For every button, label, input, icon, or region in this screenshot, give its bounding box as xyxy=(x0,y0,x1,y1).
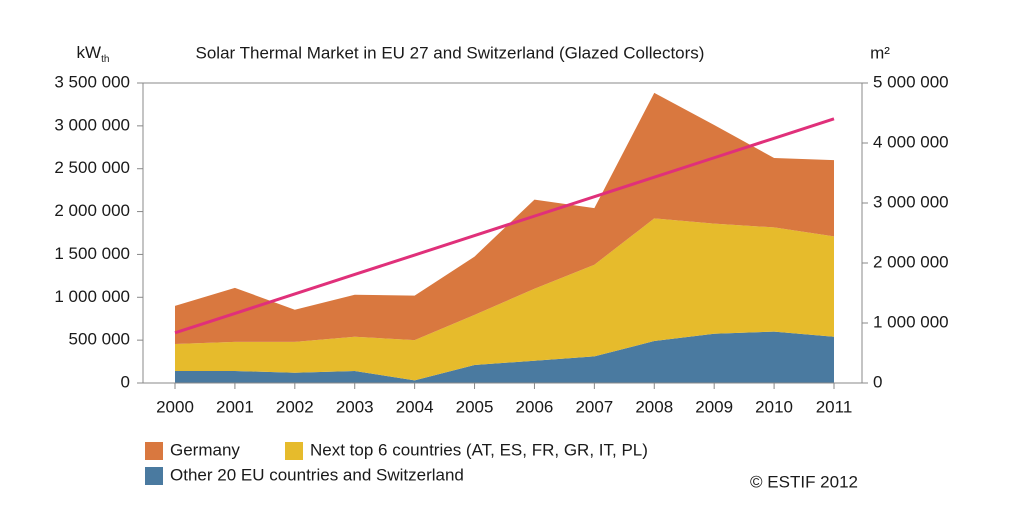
source: © ESTIF 2012 xyxy=(750,472,858,491)
plot-frame xyxy=(142,82,863,384)
y-tick-label: 2 000 000 xyxy=(54,201,130,220)
y2-tick-label: 3 000 000 xyxy=(873,192,949,211)
y-tick-label: 3 500 000 xyxy=(54,72,130,91)
x-tick-label: 2006 xyxy=(516,397,554,416)
y-tick-label: 2 500 000 xyxy=(54,158,130,177)
legend-swatch xyxy=(285,442,303,460)
x-tick-label: 2007 xyxy=(575,397,613,416)
legend-label: Other 20 EU countries and Switzerland xyxy=(170,465,464,484)
y-tick-label: 1 000 000 xyxy=(54,287,130,306)
y2-tick-label: 1 000 000 xyxy=(873,312,949,331)
y-tick-label: 0 xyxy=(121,372,130,391)
trend-line xyxy=(174,117,835,335)
x-tick-label: 2003 xyxy=(336,397,374,416)
x-tick-label: 2010 xyxy=(755,397,793,416)
x-tick-label: 2001 xyxy=(216,397,254,416)
y2-tick-label: 4 000 000 xyxy=(873,132,949,151)
y-tick-label: 3 000 000 xyxy=(54,115,130,134)
legend-swatch xyxy=(145,442,163,460)
x-tick-label: 2002 xyxy=(276,397,314,416)
x-tick-label: 2008 xyxy=(635,397,673,416)
area xyxy=(175,331,834,383)
y2-axis-label: m² xyxy=(870,43,890,62)
x-tick-label: 2011 xyxy=(816,397,853,416)
x-tick-label: 2005 xyxy=(456,397,494,416)
y-axis-label: kWth xyxy=(77,43,110,64)
y2-tick-label: 5 000 000 xyxy=(873,72,949,91)
y-tick-label: 1 500 000 xyxy=(54,244,130,263)
y-tick-label: 500 000 xyxy=(69,330,130,349)
x-tick-label: 2009 xyxy=(695,397,733,416)
legend-label: Next top 6 countries (AT, ES, FR, GR, IT… xyxy=(310,440,648,459)
legend-swatch xyxy=(145,467,163,485)
legend-label: Germany xyxy=(170,440,240,459)
area xyxy=(175,92,834,344)
y2-tick-label: 0 xyxy=(873,372,882,391)
area xyxy=(175,218,834,381)
chart-title: Solar Thermal Market in EU 27 and Switze… xyxy=(196,43,705,62)
x-tick-label: 2004 xyxy=(396,397,434,416)
y2-tick-label: 2 000 000 xyxy=(873,252,949,271)
x-tick-label: 2000 xyxy=(156,397,194,416)
